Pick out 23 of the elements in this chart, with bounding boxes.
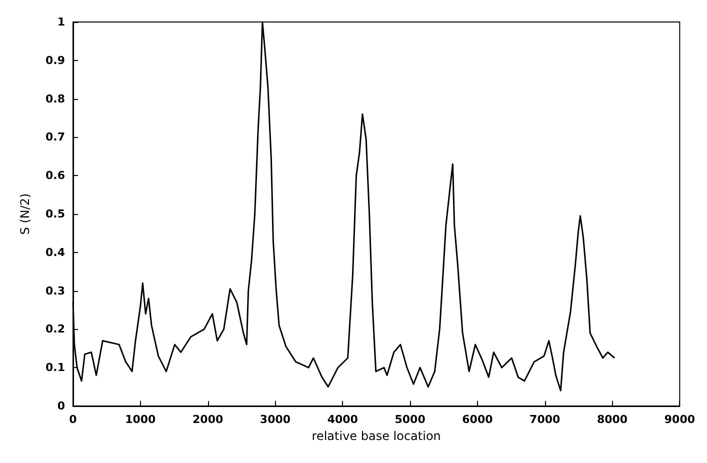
y-tick-label: 0.2 [46, 322, 65, 336]
y-tick-label: 0.9 [46, 54, 65, 67]
x-tick-label: 4000 [327, 413, 358, 426]
x-axis-title: relative base location [312, 428, 441, 443]
x-tick-label: 1000 [125, 413, 156, 426]
x-tick-label: 9000 [664, 413, 696, 426]
y-axis-title: S (N/2) [18, 193, 32, 235]
y-tick-label: 0 [57, 400, 66, 412]
y-tick-label: 0.4 [46, 246, 66, 259]
x-tick-label: 2000 [192, 413, 224, 426]
y-tick-label: 0.3 [46, 284, 65, 298]
y-tick-label: 0.8 [46, 92, 65, 106]
y-tick-label: 0.1 [46, 361, 65, 374]
y-tick-label: 0.6 [46, 169, 66, 182]
y-tick-label: 0.5 [46, 208, 65, 220]
x-tick-label: 3000 [260, 413, 291, 426]
y-tick-label: 0.7 [46, 130, 65, 144]
x-tick-label: 8000 [596, 413, 628, 426]
y-tick-label: 1 [57, 16, 65, 28]
x-tick-label: 5000 [394, 413, 426, 426]
x-tick-label: 0 [69, 413, 78, 426]
x-tick-label: 7000 [530, 413, 561, 426]
x-tick-label: 6000 [462, 413, 494, 426]
